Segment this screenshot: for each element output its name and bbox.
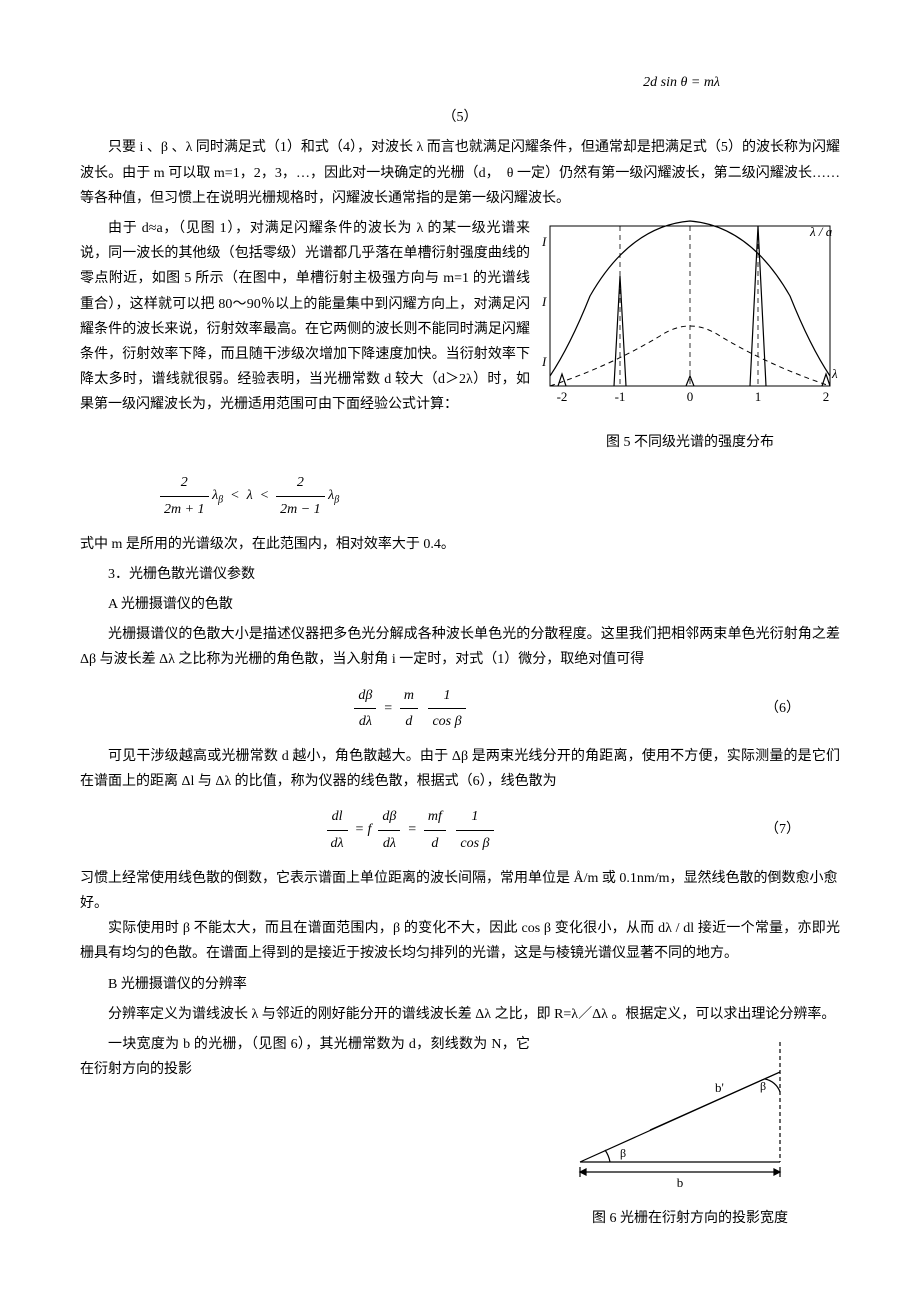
- section-3-title: 3．光栅色散光谱仪参数: [80, 562, 840, 587]
- paragraph-7: 实际使用时 β 不能太大，而且在谱面范围内，β 的变化不大，因此 cos β 变…: [80, 916, 840, 966]
- svg-text:-2: -2: [557, 389, 568, 404]
- eq5-expr: 2d sin θ = mλ: [643, 75, 720, 90]
- fig6-caption: 图 6 光栅在衍射方向的投影宽度: [540, 1206, 840, 1231]
- paragraph-2-col: 由于 d≈a，（见图 1），对满足闪耀条件的波长为 λ 的某一级光谱来说，同一波…: [80, 216, 530, 460]
- equation-6: dβdλ = md 1cos β （6）: [80, 683, 840, 734]
- fig6-lines: [580, 1042, 780, 1177]
- fig6-beta1: β: [620, 1146, 626, 1160]
- section-B-title: B 光栅摄谱仪的分辨率: [80, 972, 840, 997]
- eq5-label: （5）: [80, 105, 840, 130]
- eq6-label: （6）: [740, 696, 840, 721]
- inequality: 2 2m + 1 λβ < λ < 2 2m − 1 λβ: [80, 470, 840, 521]
- paragraph-5: 可见干涉级越高或光栅常数 d 越小，角色散越大。由于 Δβ 是两束光线分开的角距…: [80, 744, 840, 794]
- equation-5: 2d sin θ = mλ: [80, 70, 840, 95]
- svg-text:-1: -1: [615, 389, 626, 404]
- svg-text:2: 2: [823, 389, 830, 404]
- fig5-section: 由于 d≈a，（见图 1），对满足闪耀条件的波长为 λ 的某一级光谱来说，同一波…: [80, 216, 840, 460]
- fig5-caption: 图 5 不同级光谱的强度分布: [540, 430, 840, 455]
- paragraph-4: 光栅摄谱仪的色散大小是描述仪器把多色光分解成各种波长单色光的分散程度。这里我们把…: [80, 622, 840, 672]
- paragraph-1: 只要 i 、β 、λ 同时满足式（1）和式（4），对波长 λ 而言也就满足闪耀条…: [80, 135, 840, 211]
- figure-5: -2 -1 0 1 2 λ / a λ / d I I I 图 5 不同级光谱的…: [540, 216, 840, 460]
- section-A-title: A 光栅摄谱仪的色散: [80, 592, 840, 617]
- paragraph-2: 由于 d≈a，（见图 1），对满足闪耀条件的波长为 λ 的某一级光谱来说，同一波…: [80, 216, 530, 418]
- equation-7: dldλ = f dβdλ = mfd 1cos β （7）: [80, 804, 840, 855]
- fig6-svg: b b' β β: [550, 1032, 830, 1192]
- fig5-peak-label: λ / d: [831, 366, 840, 381]
- fig5-xticks: -2 -1 0 1 2: [557, 389, 830, 404]
- fig5-svg: -2 -1 0 1 2 λ / a λ / d I I I: [540, 216, 840, 416]
- paragraph-9-col: 一块宽度为 b 的光栅，（见图 6），其光栅常数为 d，刻线数为 N，它在衍射方…: [80, 1032, 530, 1236]
- svg-text:1: 1: [755, 389, 762, 404]
- svg-text:0: 0: [687, 389, 694, 404]
- fig5-I-3: I: [541, 354, 547, 369]
- fig5-I-2: I: [541, 294, 547, 309]
- fig6-beta2: β: [760, 1079, 766, 1093]
- fig5-I-1: I: [541, 234, 547, 249]
- fig5-env-label: λ / a: [809, 224, 833, 239]
- fig6-section: 一块宽度为 b 的光栅，（见图 6），其光栅常数为 d，刻线数为 N，它在衍射方…: [80, 1032, 840, 1236]
- paragraph-6: 习惯上经常使用线色散的倒数，它表示谱面上单位距离的波长间隔，常用单位是 Å/m …: [80, 866, 840, 916]
- fig5-guides: [620, 226, 758, 386]
- fig6-bprime-label: b': [715, 1080, 724, 1095]
- eq7-label: （7）: [740, 817, 840, 842]
- fig5-peaks: [558, 226, 830, 386]
- paragraph-9: 一块宽度为 b 的光栅，（见图 6），其光栅常数为 d，刻线数为 N，它在衍射方…: [80, 1032, 530, 1082]
- figure-6: b b' β β 图 6 光栅在衍射方向的投影宽度: [540, 1032, 840, 1236]
- fig6-b-label: b: [677, 1175, 684, 1190]
- paragraph-8: 分辨率定义为谱线波长 λ 与邻近的刚好能分开的谱线波长差 Δλ 之比，即 R=λ…: [80, 1002, 840, 1027]
- paragraph-3: 式中 m 是所用的光谱级次，在此范围内，相对效率大于 0.4。: [80, 532, 840, 557]
